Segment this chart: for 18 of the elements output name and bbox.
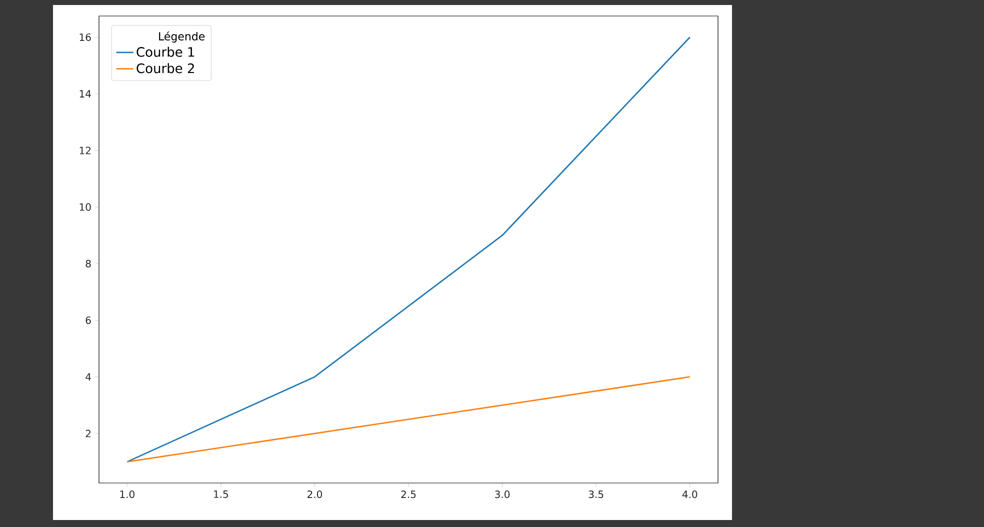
y-tick-label: 2 bbox=[86, 430, 90, 438]
y-tick-label: 4 bbox=[86, 373, 91, 381]
legend-label: Courbe 1 bbox=[136, 46, 194, 57]
y-tick-label: 14 bbox=[80, 90, 91, 98]
x-tick-label: 2.0 bbox=[307, 490, 322, 498]
y-tick-label: 12 bbox=[80, 146, 90, 154]
x-tick-label: 3.5 bbox=[588, 490, 604, 498]
y-tick-label: 8 bbox=[86, 260, 91, 268]
legend-label: Courbe 2 bbox=[136, 63, 194, 74]
x-tick-label: 3.0 bbox=[495, 490, 510, 498]
x-tick-label: 4.0 bbox=[682, 490, 698, 498]
x-tick-label: 1.0 bbox=[120, 490, 134, 498]
y-tick-label: 16 bbox=[80, 33, 91, 41]
y-tick-label: 10 bbox=[80, 203, 91, 211]
x-tick-label: 2.5 bbox=[401, 490, 416, 498]
y-tick-label: 6 bbox=[86, 316, 91, 324]
x-tick-label: 1.5 bbox=[214, 490, 228, 498]
legend-title: Légende bbox=[159, 32, 205, 43]
